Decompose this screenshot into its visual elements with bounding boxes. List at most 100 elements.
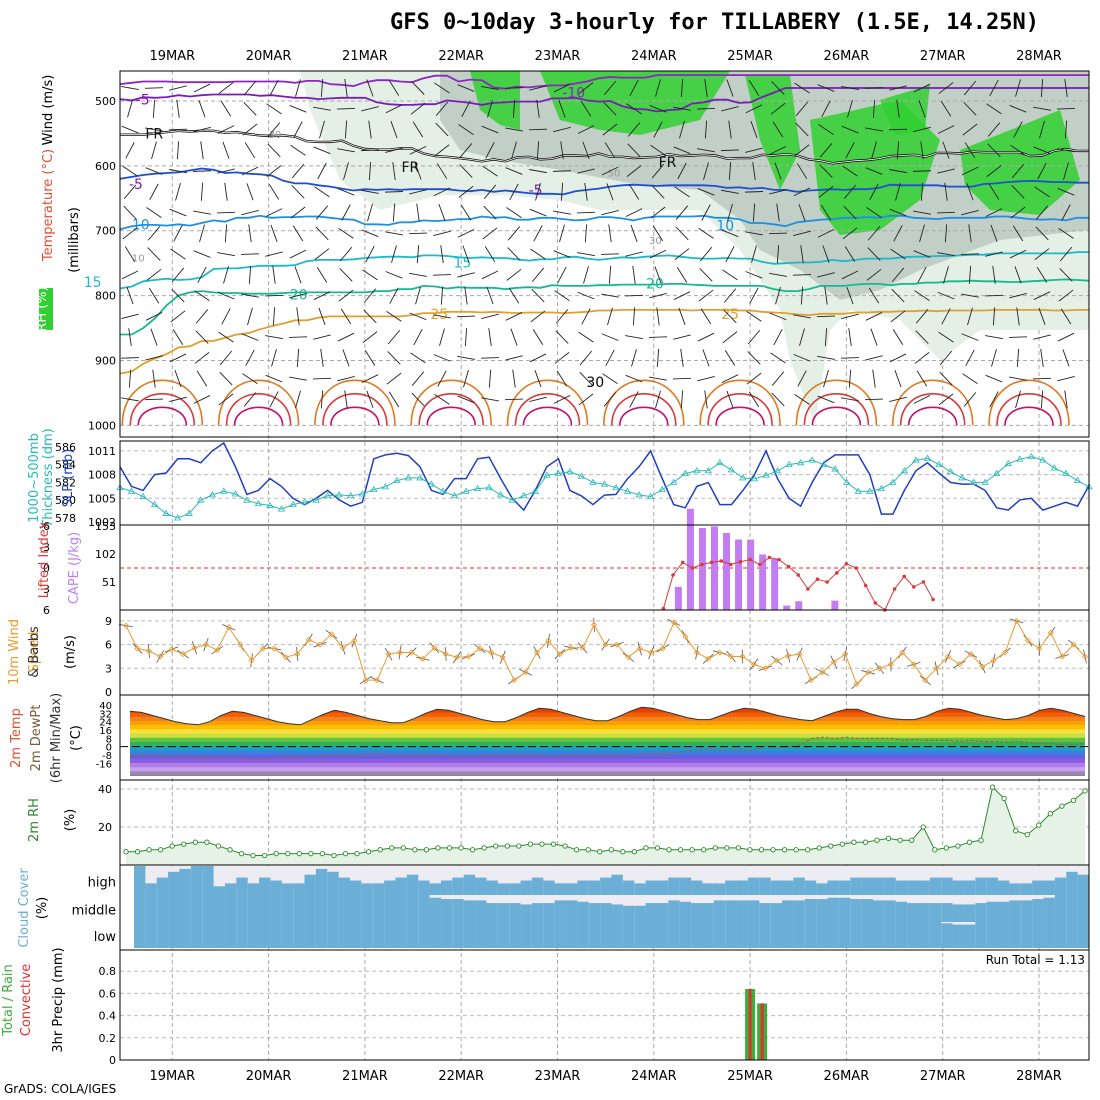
wind-barb [795,101,809,116]
rh-marker [192,839,198,845]
cloud-cell [156,877,169,895]
wind-barb [504,398,524,401]
cloud-cell [986,922,999,948]
wind-barb [147,226,161,241]
date-label-bottom: 25MAR [727,1069,773,1084]
wind-barb [673,291,691,300]
cloud-cell [202,895,215,922]
cloud-cell [827,897,840,922]
cape-bar [831,600,839,610]
wind-barb [601,333,619,341]
wind-barb [242,123,258,136]
wind-barb [264,294,284,297]
temp-tick: -16 [96,759,112,770]
date-label-top: 22MAR [438,49,484,64]
wind-barb [217,291,235,300]
rh-marker [620,849,626,855]
temperature-line [129,706,1086,726]
cloud-bg [429,866,442,895]
wind-barb [967,307,973,326]
cape-bar [747,539,755,610]
wind-speed-marker [1081,653,1089,660]
wind-barb [724,350,736,366]
cloud-cell [554,900,567,922]
cloud-cell [634,883,647,895]
wind-barb [987,122,1001,137]
lifted-tick: 6 [43,604,50,617]
wind-barb [893,225,903,242]
rh-marker [573,847,580,853]
isotherm-loop [988,379,1070,426]
lifted-axis-label: Lifted Index [37,521,52,598]
wind-barb [915,330,929,344]
temp-band [130,754,1085,760]
cloud-cell [622,922,635,948]
wind-barb [944,224,948,243]
wind-barb [121,313,139,319]
cape-axis-label-part: CAPE (J/kg) [67,532,82,604]
temp-tick: 16 [99,726,112,737]
thickness-marker [162,509,170,516]
isotherm-label: 30 [586,375,604,391]
wind-barb [937,125,955,134]
rh-marker [932,847,938,853]
cloud-cell [463,874,476,895]
lifted-index-marker [757,562,762,567]
cloud-cell [838,897,851,922]
wind-barb [987,143,1001,158]
cloud-cell [577,901,590,922]
temp-band [130,737,1085,743]
wind-speed-marker [248,657,255,664]
cloud-cell [770,880,783,895]
cloud-cell [202,922,215,948]
cloud-level-label: middle [72,904,116,919]
thickness-marker [946,467,955,475]
wind-barb [842,227,858,240]
wind-speed-marker [533,649,541,656]
cloud-cell [293,883,306,895]
wind-barb [152,99,156,118]
rh-contour-label: 50 [608,168,621,179]
wind-barb [248,265,252,284]
wind-barb [625,335,643,340]
wind-barb [244,142,256,159]
thickness-marker [658,485,666,492]
isotherm-loop [330,406,380,426]
thickness-marker [185,509,193,516]
wind-barb [937,168,955,174]
wind-barb [1064,120,1068,139]
lifted-axis-label-part: Lifted Index [37,521,52,598]
cloud-cell [566,922,578,948]
rh-marker [1047,811,1053,817]
wind-barb [197,266,207,284]
thickness-marker [473,484,482,492]
wind-barb [173,225,183,242]
wind-barb [412,121,424,138]
wind-barb [655,390,661,409]
lifted-index-marker [767,555,772,560]
wind-barb [845,142,855,159]
thickness-tick: 584 [55,459,76,472]
cloud-cell [395,877,408,895]
cloud-cell [850,877,863,895]
temp-band [130,721,1085,726]
wind-barb [440,286,444,305]
wind-barb [800,286,804,305]
wind-barb [937,252,955,257]
thickness-marker [1027,452,1036,459]
wind-speed-marker [454,654,461,661]
cloud-cell [168,922,180,948]
wind-barb [146,268,162,281]
cloud-cell [384,922,396,948]
cloud-cell-edge [134,866,140,948]
wind-barb [512,369,516,388]
isotherm-loop [121,379,204,426]
cloud-cell [850,899,863,922]
lifted-index-marker [796,573,801,577]
wind-barb [1059,268,1073,282]
wind-barb [989,79,999,97]
wind-speed-marker [488,649,495,656]
wind-speed-marker [442,651,449,658]
thickness-marker [923,454,932,461]
rh-marker [308,850,314,857]
